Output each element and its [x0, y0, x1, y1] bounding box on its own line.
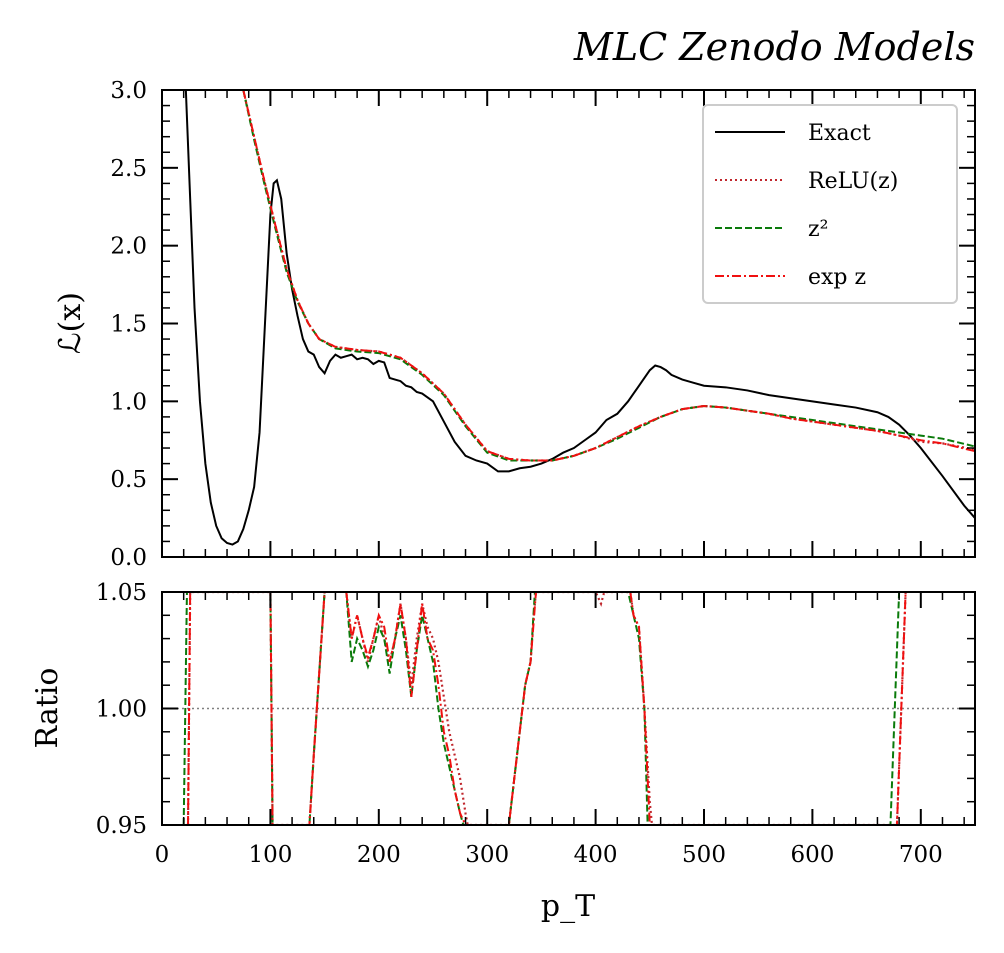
x-tick-label: 700: [899, 842, 943, 868]
ratio-y-axis-label: Ratio: [30, 668, 65, 749]
legend-entry-relu: ReLU(z): [715, 169, 898, 194]
legend-label-z2: z²: [808, 217, 828, 242]
x-tick-label: 0: [155, 842, 170, 868]
legend-entry-expz: exp z: [715, 265, 866, 290]
main-panel: 0.0 0.5 1.0 1.5 2.0 2.5 3.0 ℒ(x) Exact ReLU(z)…: [53, 78, 976, 571]
ratio-line-expz: [187, 592, 907, 825]
ratio-x-tick-labels: 0 100 200 300 400 500 600 700: [155, 842, 943, 868]
ratio-panel: 0 100 200 300 400 500 600 700 0.95 1.00 1.05 Rati…: [30, 580, 976, 924]
x-tick-label: 300: [465, 842, 509, 868]
x-tick-label: 600: [790, 842, 834, 868]
y-tick-label: 2.0: [110, 234, 147, 260]
y-tick-label: 1.00: [96, 697, 147, 723]
legend-label-relu: ReLU(z): [808, 169, 898, 194]
y-tick-label: 0.5: [110, 467, 147, 493]
y-tick-label: 1.5: [110, 312, 147, 338]
ratio-y-tick-labels: 0.95 1.00 1.05: [96, 580, 147, 839]
main-y-axis-label: ℒ(x): [53, 292, 88, 354]
main-series-group: [184, 90, 975, 546]
x-tick-label: 200: [357, 842, 401, 868]
legend-label-exact: Exact: [808, 121, 871, 146]
ratio-y-ticks: [162, 591, 975, 826]
ratio-line-relu: [186, 592, 907, 825]
main-x-ticks: [182, 90, 965, 557]
x-tick-label: 400: [574, 842, 618, 868]
series-line-exact: [184, 90, 975, 546]
y-tick-label: 1.05: [96, 580, 147, 606]
ratio-series-group: [182, 592, 907, 825]
legend-entry-z2: z²: [715, 217, 828, 242]
y-tick-label: 1.0: [110, 389, 147, 415]
ratio-x-ticks: [182, 592, 965, 825]
main-y-tick-labels: 0.0 0.5 1.0 1.5 2.0 2.5 3.0: [110, 78, 147, 571]
x-axis-label: p_T: [541, 889, 595, 924]
y-tick-label: 0.0: [110, 545, 147, 571]
x-tick-label: 500: [682, 842, 726, 868]
legend-label-expz: exp z: [808, 265, 866, 290]
x-tick-label: 100: [248, 842, 292, 868]
ratio-line-z2: [182, 592, 901, 825]
chart-title: MLC Zenodo Models: [573, 25, 975, 69]
legend-box: [702, 104, 958, 304]
legend-entry-exact: Exact: [715, 121, 871, 146]
legend: Exact ReLU(z) z² exp z: [702, 104, 958, 304]
main-y-ticks: [162, 89, 975, 558]
y-tick-label: 2.5: [110, 156, 147, 182]
y-tick-label: 3.0: [110, 78, 147, 104]
y-tick-label: 0.95: [96, 813, 147, 839]
series-line-expz: [242, 90, 975, 462]
